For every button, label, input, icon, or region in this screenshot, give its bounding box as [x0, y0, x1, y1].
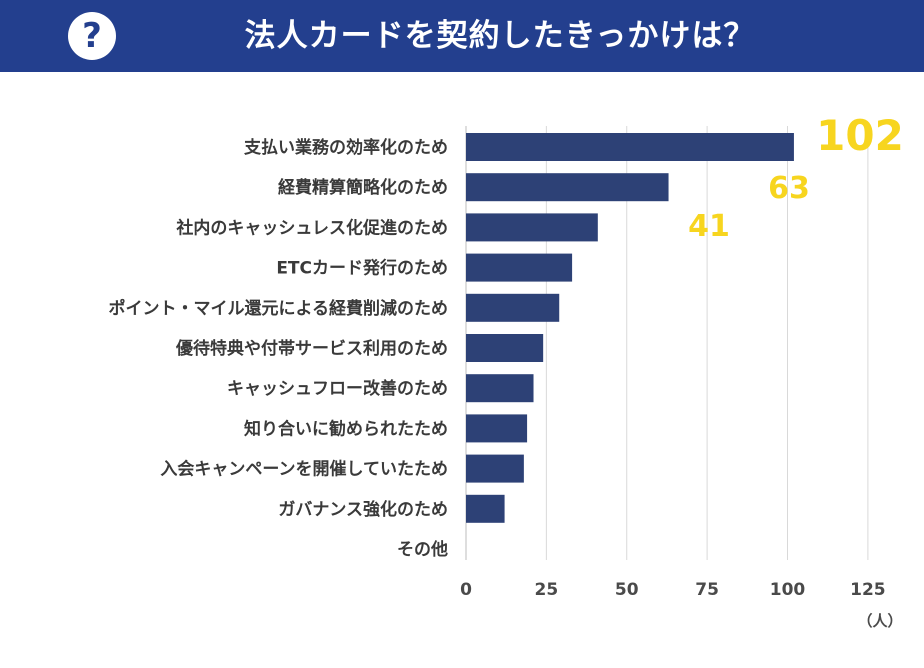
data-label: 41: [688, 209, 730, 244]
category-label: 入会キャンペーンを開催していたため: [160, 459, 448, 480]
page-title: 法人カードを契約したきっかけは？: [244, 18, 756, 54]
x-tick-label: 125: [850, 580, 886, 600]
bar: [466, 374, 534, 403]
x-tick-labels: 0 25 50 75 100 125: [460, 580, 886, 600]
x-tick-label: 50: [615, 580, 639, 600]
x-tick-label: 25: [535, 580, 559, 600]
category-label: キャッシュフロー改善のため: [227, 378, 448, 399]
bars: [466, 133, 794, 523]
bar: [466, 454, 524, 483]
bar: [466, 253, 573, 282]
bar: [466, 334, 544, 362]
category-label: 経費精算簡略化のため: [278, 177, 448, 198]
bar: [466, 414, 528, 443]
x-unit-label: （人）: [857, 612, 902, 630]
category-label: ポイント・マイル還元による経費削減のため: [109, 298, 449, 319]
x-tick-label: 0: [460, 580, 472, 600]
data-label: 102: [816, 111, 904, 160]
x-tick-label: 75: [695, 580, 719, 600]
data-label: 63: [768, 171, 810, 206]
bar: [466, 213, 598, 242]
x-tick-label: 100: [770, 580, 806, 600]
category-label: その他: [397, 539, 448, 560]
category-label: 優待特典や付帯サービス利用のため: [175, 338, 448, 359]
question-icon: ?: [68, 12, 116, 60]
question-mark-glyph: ?: [82, 16, 102, 56]
category-label: 社内のキャッシュレス化促進のため: [175, 217, 448, 238]
bar: [466, 173, 669, 202]
category-label: 支払い業務の効率化のため: [244, 137, 448, 158]
category-label: ETCカード発行のため: [276, 258, 448, 279]
header-banner: ? 法人カードを契約したきっかけは？: [0, 0, 924, 72]
bar: [466, 293, 560, 322]
category-label: 知り合いに勧められたため: [243, 418, 448, 439]
bar: [466, 494, 505, 523]
category-label: ガバナンス強化のため: [278, 499, 448, 520]
bar: [466, 133, 794, 161]
